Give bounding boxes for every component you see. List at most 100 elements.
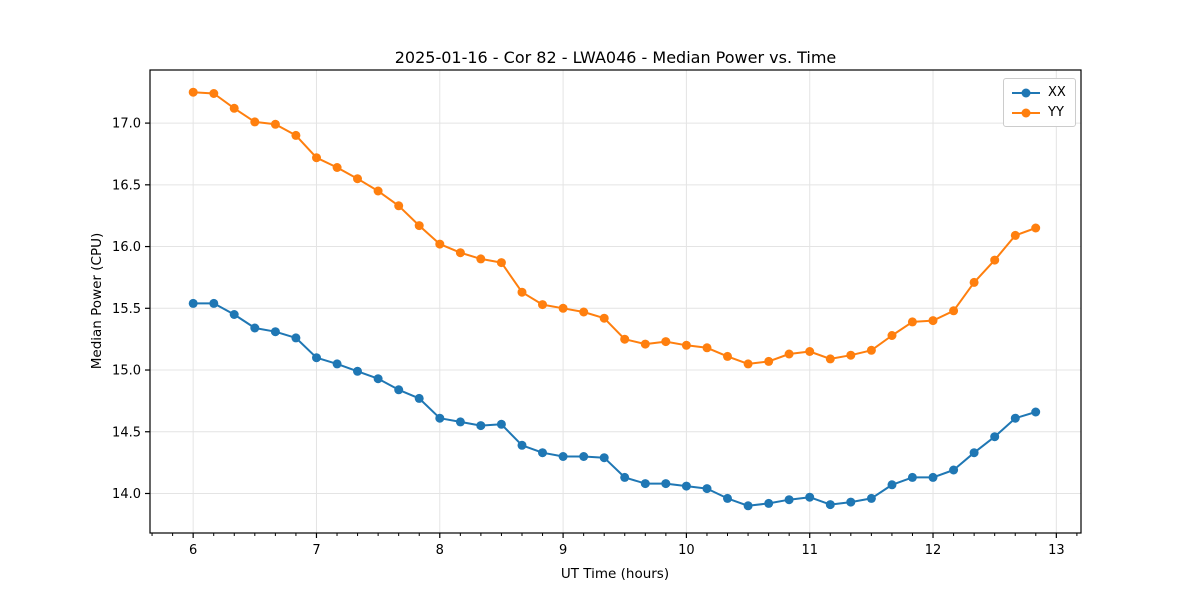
legend-label: XX	[1048, 85, 1066, 100]
data-point-yy	[805, 347, 815, 356]
legend-line-marker-icon	[1012, 108, 1040, 117]
data-point-yy	[455, 248, 465, 258]
data-point-xx	[743, 501, 753, 511]
chart-title: 2025-01-16 - Cor 82 - LWA046 - Median Po…	[394, 48, 837, 67]
legend: XX YY	[1003, 78, 1076, 127]
data-point-xx	[455, 417, 465, 427]
data-point-xx	[784, 495, 794, 505]
x-tick-label: 7	[312, 543, 320, 558]
legend-label: YY	[1048, 105, 1064, 120]
data-point-xx	[805, 492, 815, 502]
data-point-yy	[517, 287, 527, 297]
data-point-xx	[435, 413, 445, 423]
data-point-yy	[928, 316, 938, 326]
data-point-yy	[1031, 223, 1041, 233]
data-point-yy	[373, 186, 383, 196]
data-point-yy	[640, 339, 650, 349]
y-tick-label: 17.0	[112, 117, 141, 132]
data-point-xx	[764, 498, 774, 508]
x-tick-label: 12	[925, 543, 942, 558]
data-point-yy	[250, 117, 260, 127]
data-point-xx	[866, 493, 876, 503]
data-point-xx	[229, 310, 239, 319]
data-point-yy	[681, 340, 691, 350]
data-point-yy	[496, 258, 506, 268]
data-point-yy	[209, 89, 219, 98]
legend-entry-yy: YY	[1011, 104, 1066, 121]
data-point-yy	[661, 337, 671, 347]
data-point-yy	[538, 300, 547, 310]
data-point-xx	[661, 479, 671, 489]
plot-border	[149, 69, 1082, 534]
data-point-yy	[394, 201, 404, 211]
data-point-xx	[620, 472, 630, 482]
data-point-yy	[764, 356, 774, 366]
data-point-xx	[599, 453, 609, 463]
data-point-yy	[476, 254, 486, 264]
legend-line-marker-icon	[1012, 88, 1040, 97]
data-point-xx	[558, 452, 568, 461]
data-point-xx	[1031, 407, 1041, 417]
x-tick-label: 11	[801, 543, 818, 558]
data-point-xx	[702, 484, 712, 494]
data-point-xx	[681, 481, 691, 491]
data-point-xx	[291, 333, 301, 343]
data-point-xx	[496, 419, 506, 429]
data-point-xx	[353, 366, 362, 376]
data-point-yy	[887, 331, 897, 340]
data-point-yy	[990, 255, 1000, 265]
data-point-yy	[312, 153, 321, 163]
data-point-xx	[928, 472, 938, 482]
x-tick-label: 9	[559, 543, 567, 558]
data-point-xx	[825, 500, 835, 510]
data-point-xx	[723, 493, 732, 503]
data-point-xx	[312, 353, 321, 363]
data-point-yy	[743, 359, 753, 369]
data-point-yy	[270, 119, 280, 129]
data-point-yy	[969, 277, 979, 287]
data-point-yy	[414, 221, 424, 231]
y-tick-label: 15.5	[112, 302, 141, 317]
data-point-xx	[517, 440, 527, 450]
data-point-xx	[538, 448, 547, 458]
data-point-yy	[332, 163, 342, 172]
data-point-yy	[702, 343, 712, 353]
data-point-xx	[969, 448, 979, 458]
data-point-xx	[1010, 413, 1020, 423]
data-point-xx	[640, 479, 650, 489]
data-point-yy	[291, 130, 301, 140]
data-point-yy	[435, 239, 445, 249]
data-point-xx	[394, 385, 404, 395]
data-point-yy	[949, 306, 959, 316]
data-point-xx	[188, 298, 198, 308]
data-point-yy	[579, 307, 589, 317]
data-point-yy	[907, 317, 917, 327]
data-point-yy	[353, 174, 362, 184]
y-tick-label: 14.0	[112, 487, 141, 502]
data-point-xx	[332, 359, 342, 369]
data-point-yy	[846, 350, 856, 360]
x-tick-label: 6	[189, 543, 197, 558]
data-point-xx	[579, 452, 589, 461]
data-point-xx	[476, 421, 486, 431]
data-point-yy	[599, 313, 609, 323]
x-tick-label: 10	[678, 543, 695, 558]
data-point-yy	[784, 349, 794, 359]
data-point-yy	[1010, 230, 1020, 240]
data-point-xx	[209, 298, 219, 308]
x-axis-label: UT Time (hours)	[560, 566, 670, 582]
y-tick-label: 15.0	[112, 364, 141, 379]
data-point-xx	[887, 480, 897, 490]
data-point-yy	[866, 345, 876, 355]
data-point-xx	[250, 323, 260, 333]
y-tick-label: 16.0	[112, 240, 141, 255]
data-point-xx	[949, 465, 959, 475]
data-point-yy	[188, 87, 198, 97]
x-tick-label: 8	[436, 543, 444, 558]
data-point-xx	[990, 432, 1000, 442]
data-point-yy	[723, 351, 732, 361]
y-tick-label: 16.5	[112, 178, 141, 193]
data-point-yy	[620, 334, 630, 344]
